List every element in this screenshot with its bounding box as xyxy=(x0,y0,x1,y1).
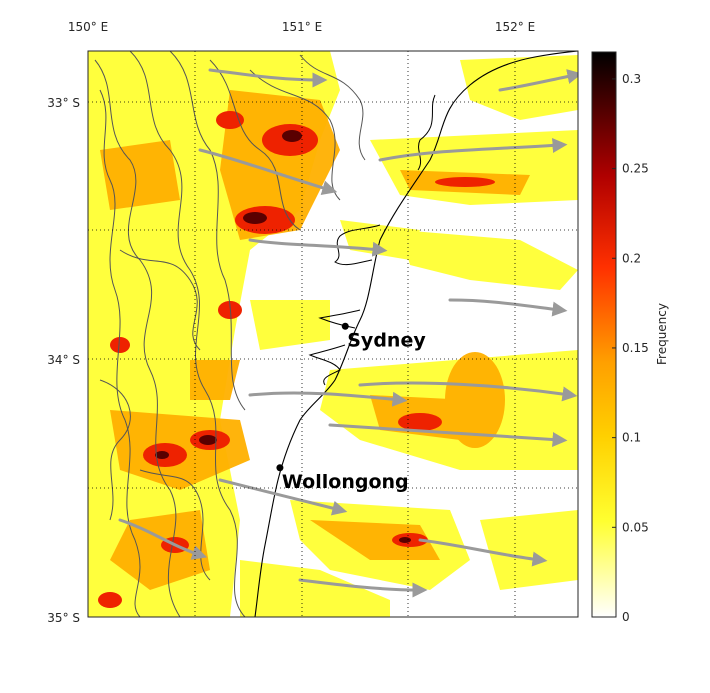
city-layer: Sydney Wollongong xyxy=(276,322,426,493)
coastline xyxy=(254,51,578,617)
colorbar-tick-label: 0.15 xyxy=(622,341,649,355)
colorbar-tick-label: 0.25 xyxy=(622,162,649,176)
graticule xyxy=(88,51,578,617)
lon-tick-label: 150° E xyxy=(68,20,108,34)
colorbar: 0 0.05 0.1 0.15 0.2 0.25 0.3 Frequency xyxy=(591,51,669,624)
city-label: Wollongong xyxy=(282,471,409,493)
lat-tick-label: 34° S xyxy=(47,353,80,367)
colorbar-ramp xyxy=(591,51,617,618)
lon-tick-label: 152° E xyxy=(495,20,535,34)
frequency-field: Sydney Wollongong xyxy=(88,51,578,617)
wind-streamlines xyxy=(118,68,578,598)
lat-ticks: 33° S 34° S 35° S xyxy=(47,96,80,625)
city-marker xyxy=(276,464,284,472)
colorbar-tick-label: 0.1 xyxy=(622,431,641,445)
colorbar-ticks: 0 0.05 0.1 0.15 0.2 0.25 0.3 xyxy=(612,72,649,624)
lat-tick-label: 33° S xyxy=(47,96,80,110)
colorbar-label: Frequency xyxy=(655,303,669,365)
colorbar-tick-label: 0 xyxy=(622,610,630,624)
lon-tick-label: 151° E xyxy=(282,20,322,34)
colorbar-tick-label: 0.3 xyxy=(622,72,641,86)
city-marker xyxy=(341,322,349,330)
lon-ticks: 150° E 151° E 152° E xyxy=(68,20,535,34)
map-frame xyxy=(87,50,579,618)
colorbar-tick-label: 0.05 xyxy=(622,520,649,534)
city-label: Sydney xyxy=(347,329,426,351)
map-panel: Sydney Wollongong xyxy=(87,50,579,618)
lat-tick-label: 35° S xyxy=(47,611,80,625)
colorbar-tick-label: 0.2 xyxy=(622,251,641,265)
harbour-outlines xyxy=(308,94,436,386)
